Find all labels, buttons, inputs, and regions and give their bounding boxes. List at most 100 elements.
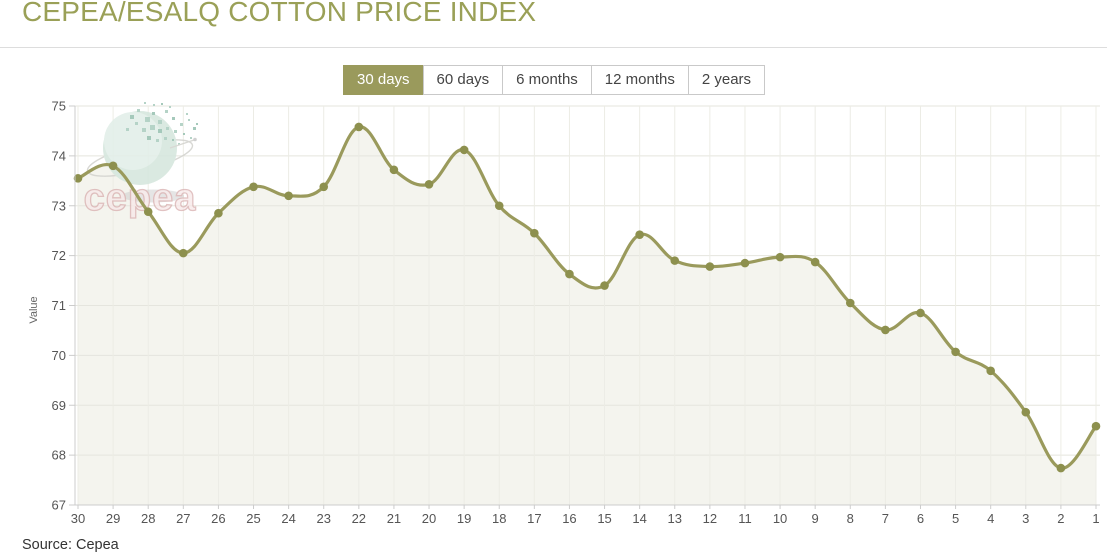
x-tick-label: 21 — [387, 511, 401, 526]
x-tick-label: 24 — [281, 511, 295, 526]
watermark-text: cepea — [84, 177, 197, 219]
x-tick-label: 13 — [668, 511, 682, 526]
x-tick-label: 6 — [917, 511, 924, 526]
data-point-marker — [143, 207, 153, 217]
data-point-marker — [494, 201, 504, 211]
globe-pixel-dot — [153, 104, 155, 106]
x-tick-label: 27 — [176, 511, 190, 526]
orbit-tail — [169, 139, 195, 149]
y-tick-label: 67 — [52, 498, 66, 513]
range-button-2-years[interactable]: 2 years — [687, 65, 766, 95]
x-tick-label: 10 — [773, 511, 787, 526]
time-range-toolbar: 30 days 60 days 6 months 12 months 2 yea… — [343, 65, 766, 95]
data-point-marker — [354, 122, 364, 132]
y-tick-label: 71 — [52, 298, 66, 313]
x-tick-label: 26 — [211, 511, 225, 526]
data-point-marker — [1021, 407, 1031, 417]
x-tick-label: 20 — [422, 511, 436, 526]
range-button-60-days[interactable]: 60 days — [422, 65, 504, 95]
data-point-marker — [530, 228, 539, 238]
data-point-marker — [424, 180, 434, 189]
range-button-30-days[interactable]: 30 days — [343, 65, 424, 95]
data-point-marker — [214, 208, 223, 218]
x-tick-label: 22 — [352, 511, 366, 526]
data-point-marker — [775, 252, 785, 262]
globe-pixel-dot — [145, 117, 150, 122]
globe-pixel-dot — [196, 123, 198, 125]
data-point-marker — [1056, 463, 1066, 473]
globe-pixel-dot — [186, 113, 188, 115]
cepea-watermark-logo: cepea — [83, 102, 198, 220]
data-point-marker — [845, 298, 855, 308]
x-tick-label: 11 — [738, 511, 752, 526]
x-tick-label: 28 — [141, 511, 155, 526]
data-point-marker — [249, 182, 258, 192]
globe-pixel-dot — [178, 143, 180, 145]
x-tick-label: 25 — [246, 511, 260, 526]
data-point-marker — [459, 145, 469, 155]
x-tick-label: 29 — [106, 511, 120, 526]
data-point-marker — [705, 262, 715, 271]
globe-pixel-dot — [180, 123, 183, 126]
globe-pixel-dot — [172, 117, 175, 120]
globe-pixel-dot — [164, 137, 167, 140]
header-divider — [0, 47, 1107, 48]
data-point-marker — [951, 347, 960, 357]
globe-pixel-dot — [156, 139, 159, 142]
data-point-marker — [73, 174, 83, 183]
data-point-marker — [916, 308, 925, 318]
x-tick-label: 16 — [562, 511, 576, 526]
y-tick-label: 69 — [52, 398, 66, 413]
y-tick-label: 74 — [52, 148, 66, 163]
x-tick-label: 1 — [1092, 511, 1099, 526]
data-point-marker — [108, 161, 118, 171]
data-point-marker — [284, 191, 293, 201]
globe-highlight — [104, 112, 162, 170]
range-button-6-months[interactable]: 6 months — [502, 65, 592, 95]
data-point-marker — [810, 257, 820, 267]
data-point-marker — [635, 230, 644, 239]
globe-pixel-dot — [188, 119, 190, 121]
x-tick-label: 12 — [703, 511, 717, 526]
x-tick-label: 30 — [71, 511, 85, 526]
x-tick-label: 19 — [457, 511, 471, 526]
data-point-marker — [670, 256, 680, 265]
data-point-marker — [319, 182, 329, 192]
globe-pixel-dot — [193, 127, 196, 130]
globe-pixel-dot — [144, 102, 146, 104]
watermark-shadow — [122, 189, 184, 203]
x-tick-label: 5 — [952, 511, 959, 526]
globe-pixel-dot — [126, 128, 129, 131]
y-tick-label: 68 — [52, 448, 66, 463]
globe-pixel-dot — [169, 106, 171, 108]
x-tick-label: 3 — [1022, 511, 1029, 526]
data-point-marker — [1091, 421, 1101, 431]
y-tick-label: 70 — [52, 348, 66, 363]
globe-pixel-dot — [172, 139, 174, 141]
globe-pixel-dot — [174, 130, 177, 133]
y-tick-label: 75 — [52, 99, 66, 114]
x-tick-label: 23 — [316, 511, 330, 526]
globe-pixel-dot — [158, 129, 162, 133]
chart-area-fill — [78, 126, 1096, 505]
globe-pixel-dot — [137, 109, 140, 112]
globe-pixel-dot — [183, 133, 185, 135]
globe-pixel-dot — [135, 122, 138, 125]
x-tick-label: 9 — [812, 511, 819, 526]
x-tick-label: 4 — [987, 511, 994, 526]
globe-pixel-dot — [190, 137, 192, 139]
data-point-marker — [600, 281, 609, 290]
range-button-12-months[interactable]: 12 months — [590, 65, 689, 95]
source-note: Source: Cepea — [22, 537, 119, 553]
globe-pixel-dot — [150, 125, 155, 130]
y-tick-label: 73 — [52, 198, 66, 213]
x-tick-label: 7 — [882, 511, 889, 526]
data-point-marker — [565, 269, 574, 279]
globe-pixel-dot — [165, 110, 168, 113]
y-tick-label: 72 — [52, 248, 66, 263]
x-tick-label: 2 — [1057, 511, 1064, 526]
globe-pixel-dot — [147, 136, 151, 140]
x-tick-label: 18 — [492, 511, 506, 526]
globe-pixel-dot — [152, 112, 155, 115]
